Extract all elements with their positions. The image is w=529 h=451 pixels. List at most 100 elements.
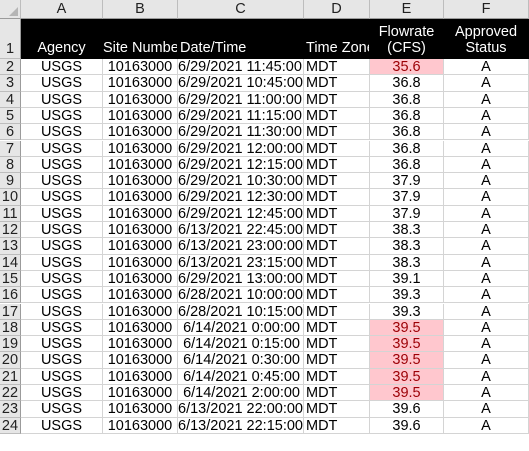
cell-time-zone[interactable]: MDT (304, 352, 370, 369)
cell-agency[interactable]: USGS (21, 319, 103, 337)
row-header[interactable]: 3 (0, 75, 21, 92)
cell-approved-status[interactable]: A (444, 352, 529, 369)
cell-agency[interactable]: USGS (21, 124, 103, 141)
cell-flowrate[interactable]: 38.3 (370, 222, 444, 239)
cell-site-number[interactable]: 10163000 (103, 303, 178, 320)
cell-agency[interactable]: USGS (21, 156, 103, 174)
cell-approved-status[interactable]: A (444, 140, 529, 157)
cell-agency[interactable]: USGS (21, 385, 103, 402)
row-header[interactable]: 8 (0, 156, 21, 174)
cell-datetime[interactable]: 6/29/2021 12:00:00 (178, 140, 304, 157)
cell-flowrate[interactable]: 36.8 (370, 156, 444, 174)
cell-time-zone[interactable]: MDT (304, 254, 370, 271)
cell-approved-status[interactable]: A (444, 59, 529, 76)
cell-approved-status[interactable]: A (444, 91, 529, 108)
row-header[interactable]: 14 (0, 254, 21, 271)
cell-datetime[interactable]: 6/13/2021 22:45:00 (178, 222, 304, 239)
cell-flowrate[interactable]: 39.6 (370, 417, 444, 434)
cell-approved-status[interactable]: A (444, 238, 529, 255)
cell-site-number[interactable]: 10163000 (103, 270, 178, 288)
cell-flowrate[interactable]: 37.9 (370, 189, 444, 206)
cell-time-zone[interactable]: MDT (304, 270, 370, 288)
cell-site-number[interactable]: 10163000 (103, 156, 178, 174)
cell-agency[interactable]: USGS (21, 401, 103, 418)
cell-flowrate[interactable]: 37.9 (370, 205, 444, 222)
cell-flowrate[interactable]: 39.5 (370, 319, 444, 337)
row-header[interactable]: 18 (0, 319, 21, 337)
cell-datetime[interactable]: 6/29/2021 10:30:00 (178, 173, 304, 190)
cell-agency[interactable]: USGS (21, 189, 103, 206)
cell-flowrate[interactable]: 35.6 (370, 59, 444, 76)
cell-datetime[interactable]: 6/29/2021 12:15:00 (178, 156, 304, 174)
header-cell-datetime[interactable]: Date/Time (178, 19, 304, 59)
header-cell-site-number[interactable]: Site Number (103, 19, 178, 59)
cell-agency[interactable]: USGS (21, 59, 103, 76)
cell-time-zone[interactable]: MDT (304, 173, 370, 190)
cell-agency[interactable]: USGS (21, 205, 103, 222)
cell-flowrate[interactable]: 36.8 (370, 91, 444, 108)
cell-datetime[interactable]: 6/28/2021 10:00:00 (178, 287, 304, 304)
row-header[interactable]: 11 (0, 205, 21, 222)
cell-site-number[interactable]: 10163000 (103, 140, 178, 157)
select-all-corner[interactable] (0, 0, 21, 19)
cell-site-number[interactable]: 10163000 (103, 222, 178, 239)
cell-approved-status[interactable]: A (444, 385, 529, 402)
cell-time-zone[interactable]: MDT (304, 222, 370, 239)
cell-agency[interactable]: USGS (21, 91, 103, 108)
column-header-c[interactable]: C (178, 0, 304, 19)
cell-datetime[interactable]: 6/29/2021 12:30:00 (178, 189, 304, 206)
cell-time-zone[interactable]: MDT (304, 238, 370, 255)
cell-flowrate[interactable]: 36.8 (370, 75, 444, 92)
cell-site-number[interactable]: 10163000 (103, 91, 178, 108)
cell-datetime[interactable]: 6/29/2021 11:30:00 (178, 124, 304, 141)
cell-datetime[interactable]: 6/29/2021 13:00:00 (178, 270, 304, 288)
cell-datetime[interactable]: 6/28/2021 10:15:00 (178, 303, 304, 320)
cell-datetime[interactable]: 6/29/2021 11:15:00 (178, 107, 304, 125)
column-header-f[interactable]: F (444, 0, 529, 19)
header-cell-agency[interactable]: Agency (21, 19, 103, 59)
row-header[interactable]: 6 (0, 124, 21, 141)
cell-time-zone[interactable]: MDT (304, 124, 370, 141)
cell-time-zone[interactable]: MDT (304, 156, 370, 174)
cell-site-number[interactable]: 10163000 (103, 287, 178, 304)
cell-datetime[interactable]: 6/29/2021 11:00:00 (178, 91, 304, 108)
cell-datetime[interactable]: 6/13/2021 23:15:00 (178, 254, 304, 271)
cell-agency[interactable]: USGS (21, 270, 103, 288)
row-header[interactable]: 19 (0, 336, 21, 353)
cell-approved-status[interactable]: A (444, 222, 529, 239)
cell-agency[interactable]: USGS (21, 352, 103, 369)
row-header[interactable]: 16 (0, 287, 21, 304)
row-header[interactable]: 5 (0, 107, 21, 125)
cell-datetime[interactable]: 6/13/2021 22:00:00 (178, 401, 304, 418)
cell-site-number[interactable]: 10163000 (103, 205, 178, 222)
column-header-d[interactable]: D (304, 0, 370, 19)
cell-approved-status[interactable]: A (444, 124, 529, 141)
cell-approved-status[interactable]: A (444, 417, 529, 434)
cell-site-number[interactable]: 10163000 (103, 254, 178, 271)
row-header[interactable]: 22 (0, 385, 21, 402)
cell-approved-status[interactable]: A (444, 205, 529, 222)
cell-site-number[interactable]: 10163000 (103, 75, 178, 92)
cell-approved-status[interactable]: A (444, 368, 529, 385)
cell-site-number[interactable]: 10163000 (103, 107, 178, 125)
header-cell-approved-status[interactable]: Approved Status (444, 19, 529, 59)
cell-site-number[interactable]: 10163000 (103, 385, 178, 402)
cell-site-number[interactable]: 10163000 (103, 319, 178, 337)
header-cell-flowrate[interactable]: Flowrate (CFS) (370, 19, 444, 59)
row-header[interactable]: 20 (0, 352, 21, 369)
cell-approved-status[interactable]: A (444, 173, 529, 190)
row-header[interactable]: 4 (0, 91, 21, 108)
row-header[interactable]: 23 (0, 401, 21, 418)
cell-time-zone[interactable]: MDT (304, 401, 370, 418)
cell-flowrate[interactable]: 38.3 (370, 238, 444, 255)
cell-datetime[interactable]: 6/29/2021 12:45:00 (178, 205, 304, 222)
cell-datetime[interactable]: 6/13/2021 22:15:00 (178, 417, 304, 434)
cell-datetime[interactable]: 6/13/2021 23:00:00 (178, 238, 304, 255)
cell-agency[interactable]: USGS (21, 222, 103, 239)
cell-flowrate[interactable]: 37.9 (370, 173, 444, 190)
cell-time-zone[interactable]: MDT (304, 385, 370, 402)
row-header[interactable]: 15 (0, 270, 21, 288)
row-header[interactable]: 10 (0, 189, 21, 206)
row-header[interactable]: 7 (0, 140, 21, 157)
cell-agency[interactable]: USGS (21, 417, 103, 434)
